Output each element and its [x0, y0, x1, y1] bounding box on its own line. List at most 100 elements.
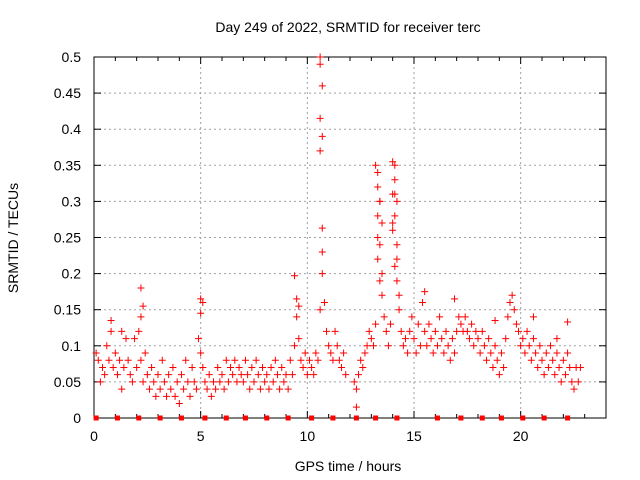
- data-point: [323, 327, 331, 335]
- data-point: [372, 320, 380, 328]
- data-point: [455, 313, 463, 321]
- data-point: [288, 371, 296, 379]
- data-point: [446, 356, 454, 364]
- data-point: [508, 291, 516, 299]
- data-point: [359, 363, 367, 371]
- data-point: [295, 302, 303, 310]
- data-point: [483, 356, 491, 364]
- data-point: [197, 309, 205, 317]
- data-point: [222, 356, 230, 364]
- data-point: [124, 356, 132, 364]
- y-tick-label: 0.2: [62, 266, 82, 282]
- data-point: [197, 349, 205, 357]
- data-point: [393, 255, 401, 263]
- data-point: [399, 342, 407, 350]
- baseline-marker: [434, 415, 440, 421]
- y-tick-label: 0: [73, 410, 81, 426]
- data-point: [297, 356, 305, 364]
- data-point: [448, 335, 456, 343]
- data-point: [212, 385, 220, 393]
- data-point: [303, 371, 311, 379]
- baseline-marker: [353, 415, 359, 421]
- data-point: [235, 363, 243, 371]
- data-point: [395, 306, 403, 314]
- data-point: [393, 197, 401, 205]
- y-tick-label: 0.4: [62, 121, 82, 137]
- data-point: [286, 356, 294, 364]
- data-point: [284, 385, 292, 393]
- data-point: [363, 342, 371, 350]
- data-point: [180, 385, 188, 393]
- data-point: [461, 313, 469, 321]
- data-point: [109, 363, 117, 371]
- y-axis-ticks: 0 0.05 0.1 0.15 0.2 0.25 0.3 0.35 0.4 0.45 0.5: [54, 49, 606, 426]
- data-point: [318, 270, 326, 278]
- data-point: [199, 298, 207, 306]
- data-point: [135, 327, 143, 335]
- data-point: [506, 298, 514, 306]
- data-point: [547, 342, 555, 350]
- data-point: [173, 378, 181, 386]
- data-point: [384, 342, 392, 350]
- data-point: [229, 371, 237, 379]
- data-point: [175, 400, 183, 408]
- data-point: [239, 378, 247, 386]
- data-point: [431, 327, 439, 335]
- y-tick-label: 0.1: [62, 338, 82, 354]
- data-point: [391, 176, 399, 184]
- data-point: [318, 224, 326, 232]
- data-point: [534, 363, 542, 371]
- data-point: [316, 53, 324, 61]
- data-point: [517, 342, 525, 350]
- data-point: [538, 356, 546, 364]
- data-point: [500, 363, 508, 371]
- baseline-marker: [285, 415, 291, 421]
- data-point: [485, 335, 493, 343]
- data-point: [442, 327, 450, 335]
- data-point: [237, 371, 245, 379]
- data-point: [474, 335, 482, 343]
- data-point: [231, 356, 239, 364]
- baseline-marker: [520, 415, 526, 421]
- data-point: [141, 349, 149, 357]
- data-point: [425, 320, 433, 328]
- data-point: [340, 349, 348, 357]
- data-point: [540, 371, 548, 379]
- x-tick-label: 0: [90, 428, 98, 444]
- baseline-marker: [309, 415, 315, 421]
- data-point: [542, 349, 550, 357]
- data-point: [120, 363, 128, 371]
- data-point: [570, 385, 578, 393]
- data-point: [376, 241, 384, 249]
- baseline-marker: [330, 415, 336, 421]
- data-point: [453, 327, 461, 335]
- baseline-marker: [157, 415, 163, 421]
- data-point: [113, 371, 121, 379]
- data-point: [278, 363, 286, 371]
- data-point: [301, 349, 309, 357]
- data-point: [451, 349, 459, 357]
- data-point: [367, 335, 375, 343]
- y-tick-label: 0.15: [54, 302, 81, 318]
- data-point: [139, 378, 147, 386]
- data-point: [361, 349, 369, 357]
- data-point: [137, 356, 145, 364]
- data-point: [376, 197, 384, 205]
- data-point: [463, 327, 471, 335]
- y-tick-label: 0.5: [62, 49, 82, 65]
- data-point: [201, 378, 209, 386]
- data-point: [440, 349, 448, 357]
- data-point: [131, 335, 139, 343]
- data-point: [515, 327, 523, 335]
- baseline-marker: [202, 415, 208, 421]
- data-point: [197, 295, 205, 303]
- data-point: [163, 392, 171, 400]
- data-point: [244, 371, 252, 379]
- data-point: [137, 284, 145, 292]
- data-point: [308, 363, 316, 371]
- data-point: [389, 158, 397, 166]
- data-point: [491, 317, 499, 325]
- data-point: [184, 378, 192, 386]
- baseline-marker: [264, 415, 270, 421]
